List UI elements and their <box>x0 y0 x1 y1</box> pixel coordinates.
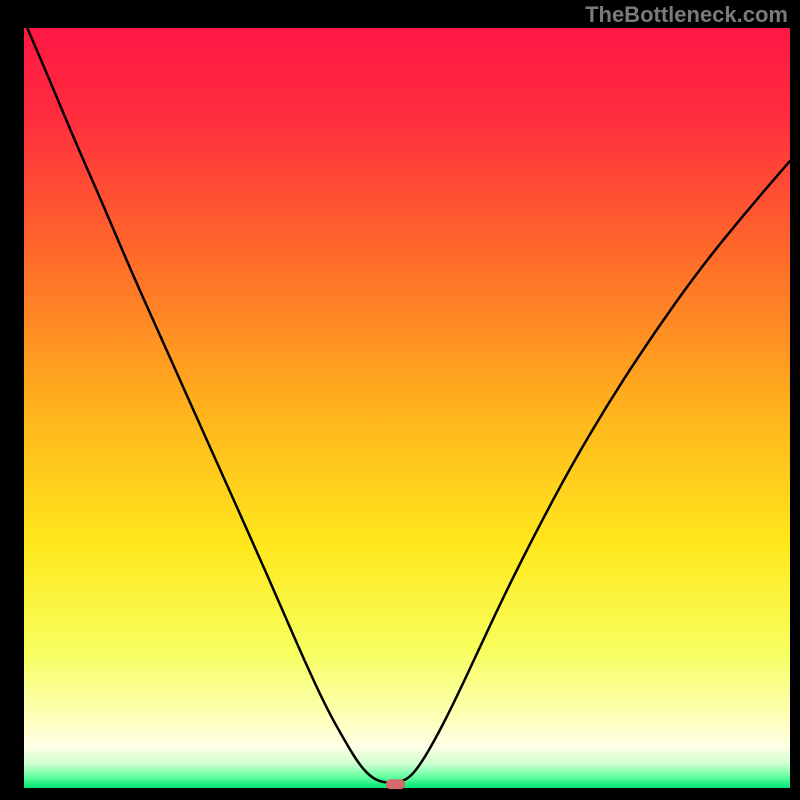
watermark-text: TheBottleneck.com <box>585 2 788 28</box>
bottleneck-chart: TheBottleneck.com <box>0 0 800 800</box>
plot-background <box>24 28 790 788</box>
chart-svg <box>0 0 800 800</box>
optimal-marker <box>386 779 405 789</box>
